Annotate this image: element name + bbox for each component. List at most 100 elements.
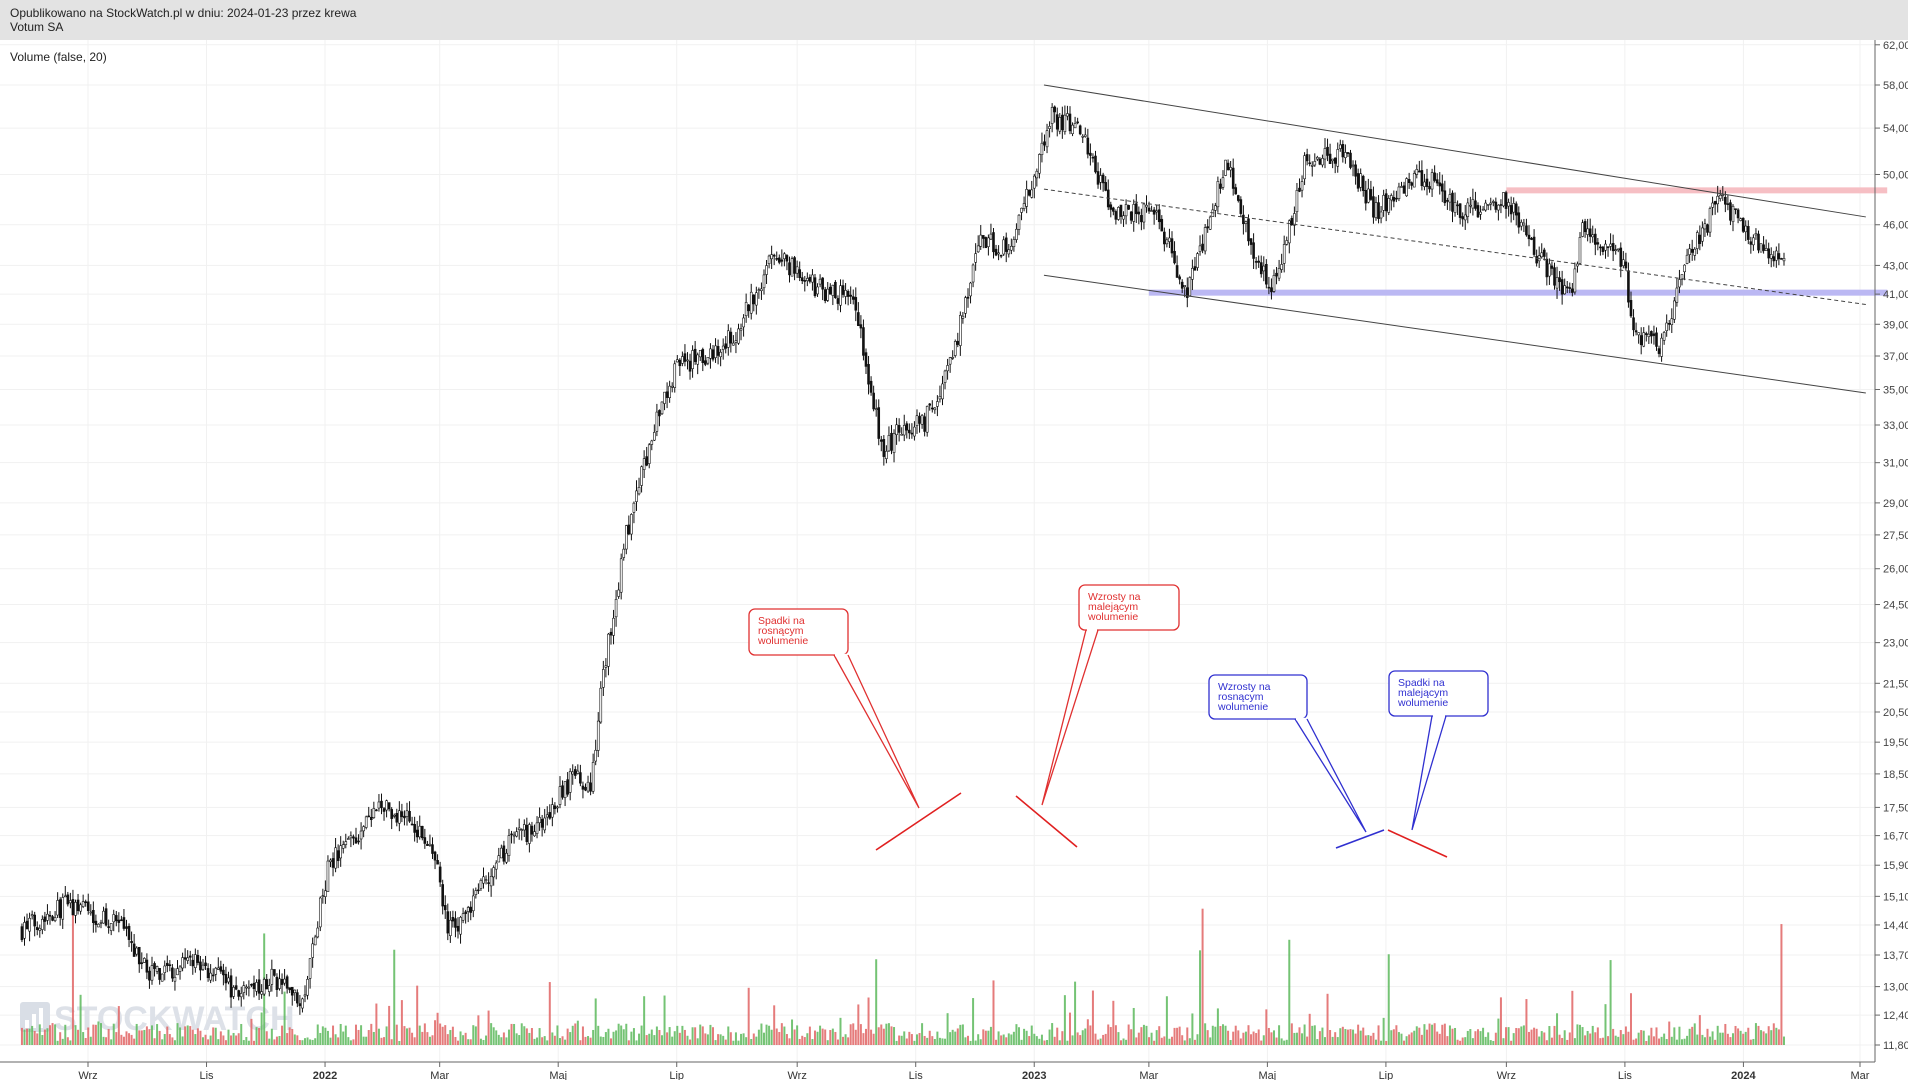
- volume-bar-down: [890, 1026, 893, 1045]
- candle-down: [1741, 217, 1745, 232]
- candle-down: [285, 976, 289, 989]
- volume-bar-down: [1584, 1035, 1587, 1045]
- candle-up: [1117, 207, 1120, 220]
- candle-up: [1423, 181, 1426, 187]
- candle-down: [35, 927, 39, 930]
- volume-bar-down: [94, 1024, 97, 1045]
- candle-down: [510, 833, 513, 836]
- candle-up: [372, 808, 376, 818]
- candle-up: [885, 450, 888, 459]
- candle-down: [1458, 203, 1462, 218]
- grid: [0, 40, 1875, 1062]
- candle-up: [30, 914, 34, 917]
- candle-up: [515, 831, 518, 837]
- volume-bar-down: [367, 1030, 370, 1045]
- volume-bar-down: [1596, 1027, 1599, 1045]
- volume-bar-down: [140, 1030, 143, 1045]
- volume-bar-down: [1627, 1031, 1630, 1045]
- volume-bar-down: [842, 1036, 845, 1045]
- candle-down: [1599, 246, 1602, 249]
- volume-bar-up: [1487, 1032, 1490, 1045]
- volume-bar-down: [1420, 1034, 1423, 1045]
- volume-bar-up: [1262, 1035, 1265, 1045]
- volume-bar-up: [1765, 1033, 1768, 1045]
- candle-up: [1017, 214, 1021, 230]
- candle-down: [331, 858, 335, 868]
- volume-bar-down: [1425, 1029, 1428, 1045]
- volume-bar-down: [1599, 1038, 1602, 1045]
- annotation-pointer: [1411, 715, 1447, 831]
- annotation-text: Spadki na malejącym wolumenie: [1397, 677, 1448, 709]
- y-tick-label: 50,00: [1883, 169, 1908, 181]
- candle-down: [104, 908, 108, 926]
- volume-bar-down: [1275, 1037, 1278, 1045]
- volume-bar-up: [405, 1028, 408, 1045]
- candle-down: [1440, 183, 1444, 192]
- volume-bar-up: [648, 1033, 651, 1045]
- candle-up: [1351, 164, 1355, 167]
- candle-down: [1055, 114, 1059, 130]
- candle-down: [777, 257, 781, 263]
- y-tick-label: 14,40: [1883, 920, 1908, 932]
- volume-bar-down: [1234, 1025, 1237, 1045]
- volume-bar-down: [36, 1033, 39, 1045]
- volume-bar-down: [1377, 1025, 1380, 1045]
- volume-bar-up: [1278, 1025, 1281, 1045]
- candle-up: [696, 354, 699, 365]
- candle-up: [492, 867, 495, 878]
- volume-bar-up: [54, 1024, 57, 1045]
- candle-down: [148, 970, 151, 981]
- candle-down: [1076, 121, 1079, 124]
- volume-bar-down: [105, 1037, 108, 1045]
- volume-bar-up: [385, 1026, 388, 1045]
- volume-bar-down: [1178, 1026, 1181, 1045]
- x-tick-label: Lis: [1618, 1070, 1633, 1080]
- candle-down: [199, 961, 202, 971]
- candle-up: [1015, 228, 1018, 240]
- volume-bar-up: [365, 1036, 368, 1045]
- candle-down: [1364, 190, 1368, 204]
- candle-down: [1068, 113, 1072, 132]
- candle-down: [1361, 175, 1365, 191]
- candle-down: [1650, 331, 1653, 337]
- candle-down: [1499, 204, 1503, 206]
- volume-bar-up: [186, 1025, 189, 1045]
- candle-down: [1298, 187, 1301, 192]
- annotation-box: [748, 608, 849, 656]
- volume-bar-up: [770, 1029, 773, 1045]
- y-tick-label: 37,00: [1883, 351, 1908, 363]
- volume-bar-down: [847, 1037, 850, 1045]
- x-tick-label: Mar: [430, 1070, 449, 1080]
- candle-down: [1265, 264, 1268, 285]
- volume-bar-down: [1607, 1036, 1610, 1045]
- candle-down: [1583, 221, 1587, 233]
- candle-up: [1703, 223, 1707, 230]
- candle-up: [1415, 169, 1419, 175]
- annotation-pointer: [833, 654, 920, 809]
- volume-bar-down: [923, 1035, 926, 1045]
- volume-bar-up: [1204, 1023, 1207, 1045]
- candle-up: [698, 350, 702, 358]
- volume-bar-up: [742, 1033, 745, 1045]
- candle-up: [1731, 205, 1735, 223]
- candle-down: [1129, 211, 1133, 221]
- candle-up: [1637, 332, 1640, 336]
- candle-down: [1568, 287, 1572, 289]
- volume-bar-up: [1431, 1024, 1434, 1045]
- candle-down: [530, 825, 534, 835]
- candle-down: [25, 920, 29, 930]
- candle-up: [102, 910, 105, 924]
- candle-up: [227, 977, 230, 983]
- candle-down: [1226, 162, 1230, 171]
- candle-down: [1655, 332, 1658, 347]
- candle-down: [897, 425, 901, 433]
- candle-up: [1022, 203, 1026, 209]
- volume-bar-down: [966, 1035, 969, 1045]
- candle-up: [1548, 263, 1551, 277]
- candle-up: [714, 345, 717, 358]
- candle-down: [237, 990, 240, 997]
- volume-bar-up: [38, 1024, 41, 1045]
- candle-down: [436, 860, 439, 865]
- volume-bar-up: [240, 1023, 243, 1045]
